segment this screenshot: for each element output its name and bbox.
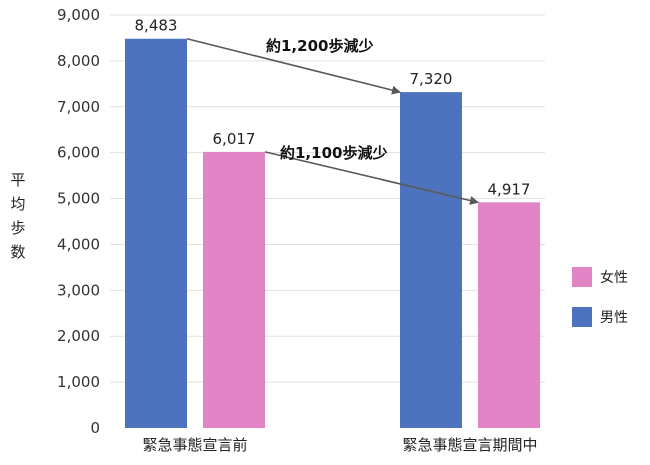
y-tick-label: 9,000 <box>57 6 100 24</box>
y-tick-label: 4,000 <box>57 235 100 253</box>
bar-male-0 <box>125 38 187 429</box>
bar-female-0 <box>203 151 265 429</box>
x-axis-categories: 緊急事態宣言前 緊急事態宣言期間中 <box>142 436 537 454</box>
y-tick-label: 8,000 <box>57 52 100 70</box>
data-label: 8,483 <box>135 17 178 35</box>
y-tick-label: 5,000 <box>57 190 100 208</box>
change-arrow <box>186 37 401 95</box>
bar-female-1 <box>478 202 540 428</box>
x-category-label: 緊急事態宣言期間中 <box>402 436 537 454</box>
legend-swatch <box>572 267 592 287</box>
y-axis-label-char: 数 <box>10 243 25 261</box>
legend-swatch <box>572 307 592 327</box>
y-axis-label-char: 平 <box>10 171 25 189</box>
change-arrow <box>264 151 479 205</box>
bars <box>125 38 540 429</box>
y-tick-label: 1,000 <box>57 373 100 391</box>
data-label: 6,017 <box>213 130 256 148</box>
y-tick-label: 6,000 <box>57 144 100 162</box>
data-labels: 8,483 7,320 6,017 4,917 <box>135 17 531 199</box>
y-tick-label: 7,000 <box>57 98 100 116</box>
y-axis-label-char: 均 <box>10 195 25 213</box>
y-tick-label: 2,000 <box>57 327 100 345</box>
x-category-label: 緊急事態宣言前 <box>142 436 247 454</box>
y-tick-label: 3,000 <box>57 281 100 299</box>
legend-label: 男性 <box>600 310 628 326</box>
data-label: 7,320 <box>410 70 453 88</box>
y-axis-ticks: 0 1,000 2,000 3,000 4,000 5,000 6,000 7,000 8,00… <box>57 6 100 437</box>
legend-label: 女性 <box>600 269 628 286</box>
y-tick-label: 0 <box>90 419 100 437</box>
bar-male-1 <box>400 92 462 429</box>
y-axis-label-char: 歩 <box>10 219 25 237</box>
change-annotation: 約1,100歩減少 <box>280 144 387 162</box>
change-annotation: 約1,200歩減少 <box>266 37 373 55</box>
data-label: 4,917 <box>488 180 531 198</box>
